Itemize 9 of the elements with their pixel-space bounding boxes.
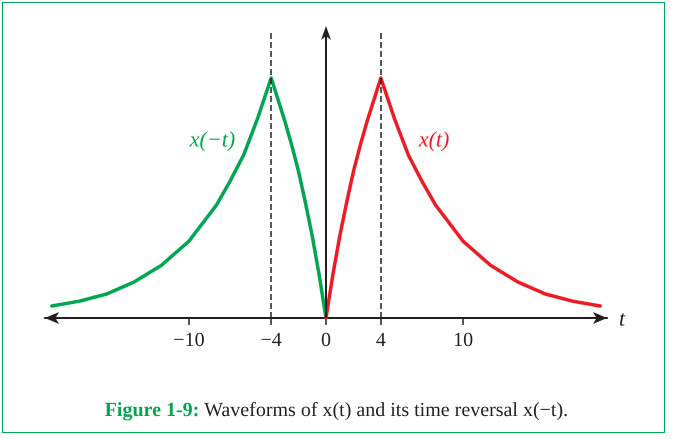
series-label: x(−t) — [188, 126, 236, 152]
x-tick-label: 4 — [376, 329, 386, 351]
x-tick-label: 0 — [321, 329, 331, 351]
x-tick-label: 10 — [453, 329, 474, 351]
x-tick-label: −10 — [173, 329, 205, 351]
x-axis-title: t — [619, 306, 626, 330]
series-label: x(t) — [418, 126, 450, 152]
x-tick-label: −4 — [260, 329, 282, 351]
text: Figure 1-9: Waveforms of x(t) and its time reversal x(−t). — [104, 399, 568, 421]
